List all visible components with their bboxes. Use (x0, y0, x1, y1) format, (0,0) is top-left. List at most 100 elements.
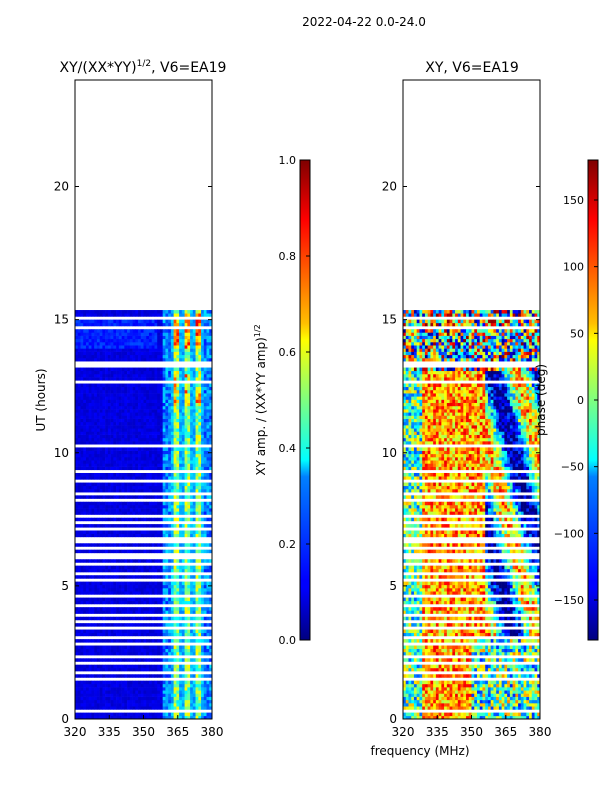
heatmap-cell (135, 351, 139, 356)
heatmap-cell (493, 712, 497, 717)
heatmap-cell (138, 639, 142, 643)
heatmap-cell (99, 658, 103, 662)
heatmap-cell (176, 683, 180, 688)
heatmap-cell (173, 453, 177, 458)
heatmap-cell (179, 415, 183, 419)
heatmap-cell (159, 485, 163, 490)
heatmap-cell (121, 690, 125, 694)
heatmap-cell (201, 715, 205, 720)
heatmap-cell (170, 399, 174, 403)
heatmap-cell (201, 610, 205, 614)
heatmap-cell (94, 690, 98, 694)
heatmap-cell (157, 351, 161, 356)
heatmap-cell (146, 354, 150, 359)
heatmap-cell (179, 687, 183, 691)
heatmap-cell (135, 517, 139, 522)
heatmap-cell (198, 329, 202, 333)
heatmap-cell (99, 354, 103, 359)
heatmap-cell (127, 533, 131, 538)
heatmap-cell (88, 399, 92, 403)
heatmap-cell (143, 524, 147, 528)
heatmap-cell (151, 696, 155, 701)
heatmap-cell (80, 482, 84, 487)
heatmap-cell (85, 383, 89, 388)
heatmap-cell (159, 559, 163, 563)
heatmap-cell (105, 488, 109, 493)
heatmap-cell (129, 399, 133, 403)
heatmap-cell (179, 399, 183, 403)
heatmap-cell (83, 696, 87, 701)
heatmap-cell (184, 706, 188, 710)
heatmap-cell (206, 584, 210, 589)
heatmap-cell (99, 383, 103, 388)
heatmap-cell (107, 453, 111, 458)
heatmap-cell (198, 588, 202, 592)
heatmap-cell (179, 402, 183, 407)
heatmap-cell (77, 415, 81, 419)
heatmap-cell (91, 370, 95, 375)
heatmap-cell (504, 712, 508, 717)
heatmap-cell (116, 405, 120, 410)
heatmap-cell (151, 645, 155, 650)
heatmap-cell (77, 703, 81, 707)
heatmap-cell (85, 377, 89, 381)
heatmap-cell (170, 501, 174, 506)
heatmap-cell (203, 584, 207, 589)
heatmap-cell (192, 683, 196, 688)
heatmap-cell (198, 421, 202, 426)
heatmap-cell (201, 674, 205, 678)
heatmap-cell (88, 658, 92, 662)
heatmap-cell (162, 485, 166, 490)
heatmap-cell (206, 658, 210, 662)
heatmap-cell (129, 623, 133, 627)
heatmap-cell (140, 434, 144, 439)
heatmap-cell (170, 402, 174, 407)
heatmap-cell (113, 373, 117, 378)
heatmap-cell (159, 389, 163, 394)
heatmap-cell (154, 415, 158, 419)
heatmap-cell (75, 472, 79, 477)
heatmap-cell (107, 511, 111, 515)
heatmap-cell (148, 623, 153, 627)
heatmap-cell (162, 699, 166, 704)
heatmap-cell (148, 463, 153, 467)
heatmap-cell (105, 472, 109, 477)
heatmap-cell (195, 450, 199, 455)
heatmap-cell (107, 597, 111, 602)
heatmap-cell (515, 712, 519, 717)
heatmap-cell (146, 667, 150, 672)
heatmap-cell (96, 699, 100, 704)
heatmap-cell (190, 313, 194, 317)
heatmap-cell (195, 674, 199, 678)
heatmap-cell (77, 434, 81, 439)
heatmap-cell (80, 437, 84, 442)
heatmap-cell (184, 335, 188, 340)
heatmap-cell (85, 399, 89, 403)
heatmap-cell (85, 393, 89, 397)
heatmap-cell (209, 584, 213, 589)
heatmap-cell (116, 412, 120, 416)
heatmap-cell (190, 341, 194, 346)
heatmap-cell (85, 715, 89, 720)
heatmap-cell (140, 699, 144, 704)
heatmap-cell (151, 607, 155, 611)
heatmap-cell (110, 476, 114, 480)
heatmap-cell (192, 415, 196, 419)
heatmap-cell (151, 399, 155, 403)
heatmap-cell (129, 591, 133, 595)
heatmap-cell (129, 706, 133, 710)
heatmap-cell (184, 377, 188, 381)
heatmap-cell (110, 332, 114, 336)
heatmap-cell (118, 425, 122, 429)
heatmap-cell (135, 524, 139, 528)
heatmap-cell (520, 706, 524, 710)
heatmap-cell (96, 472, 100, 477)
heatmap-cell (99, 495, 103, 499)
heatmap-cell (170, 639, 174, 643)
heatmap-cell (159, 533, 163, 538)
heatmap-cell (157, 472, 161, 477)
heatmap-cell (75, 348, 79, 352)
heatmap-cell (176, 693, 180, 697)
heatmap-cell (94, 437, 98, 442)
heatmap-cell (192, 434, 196, 439)
